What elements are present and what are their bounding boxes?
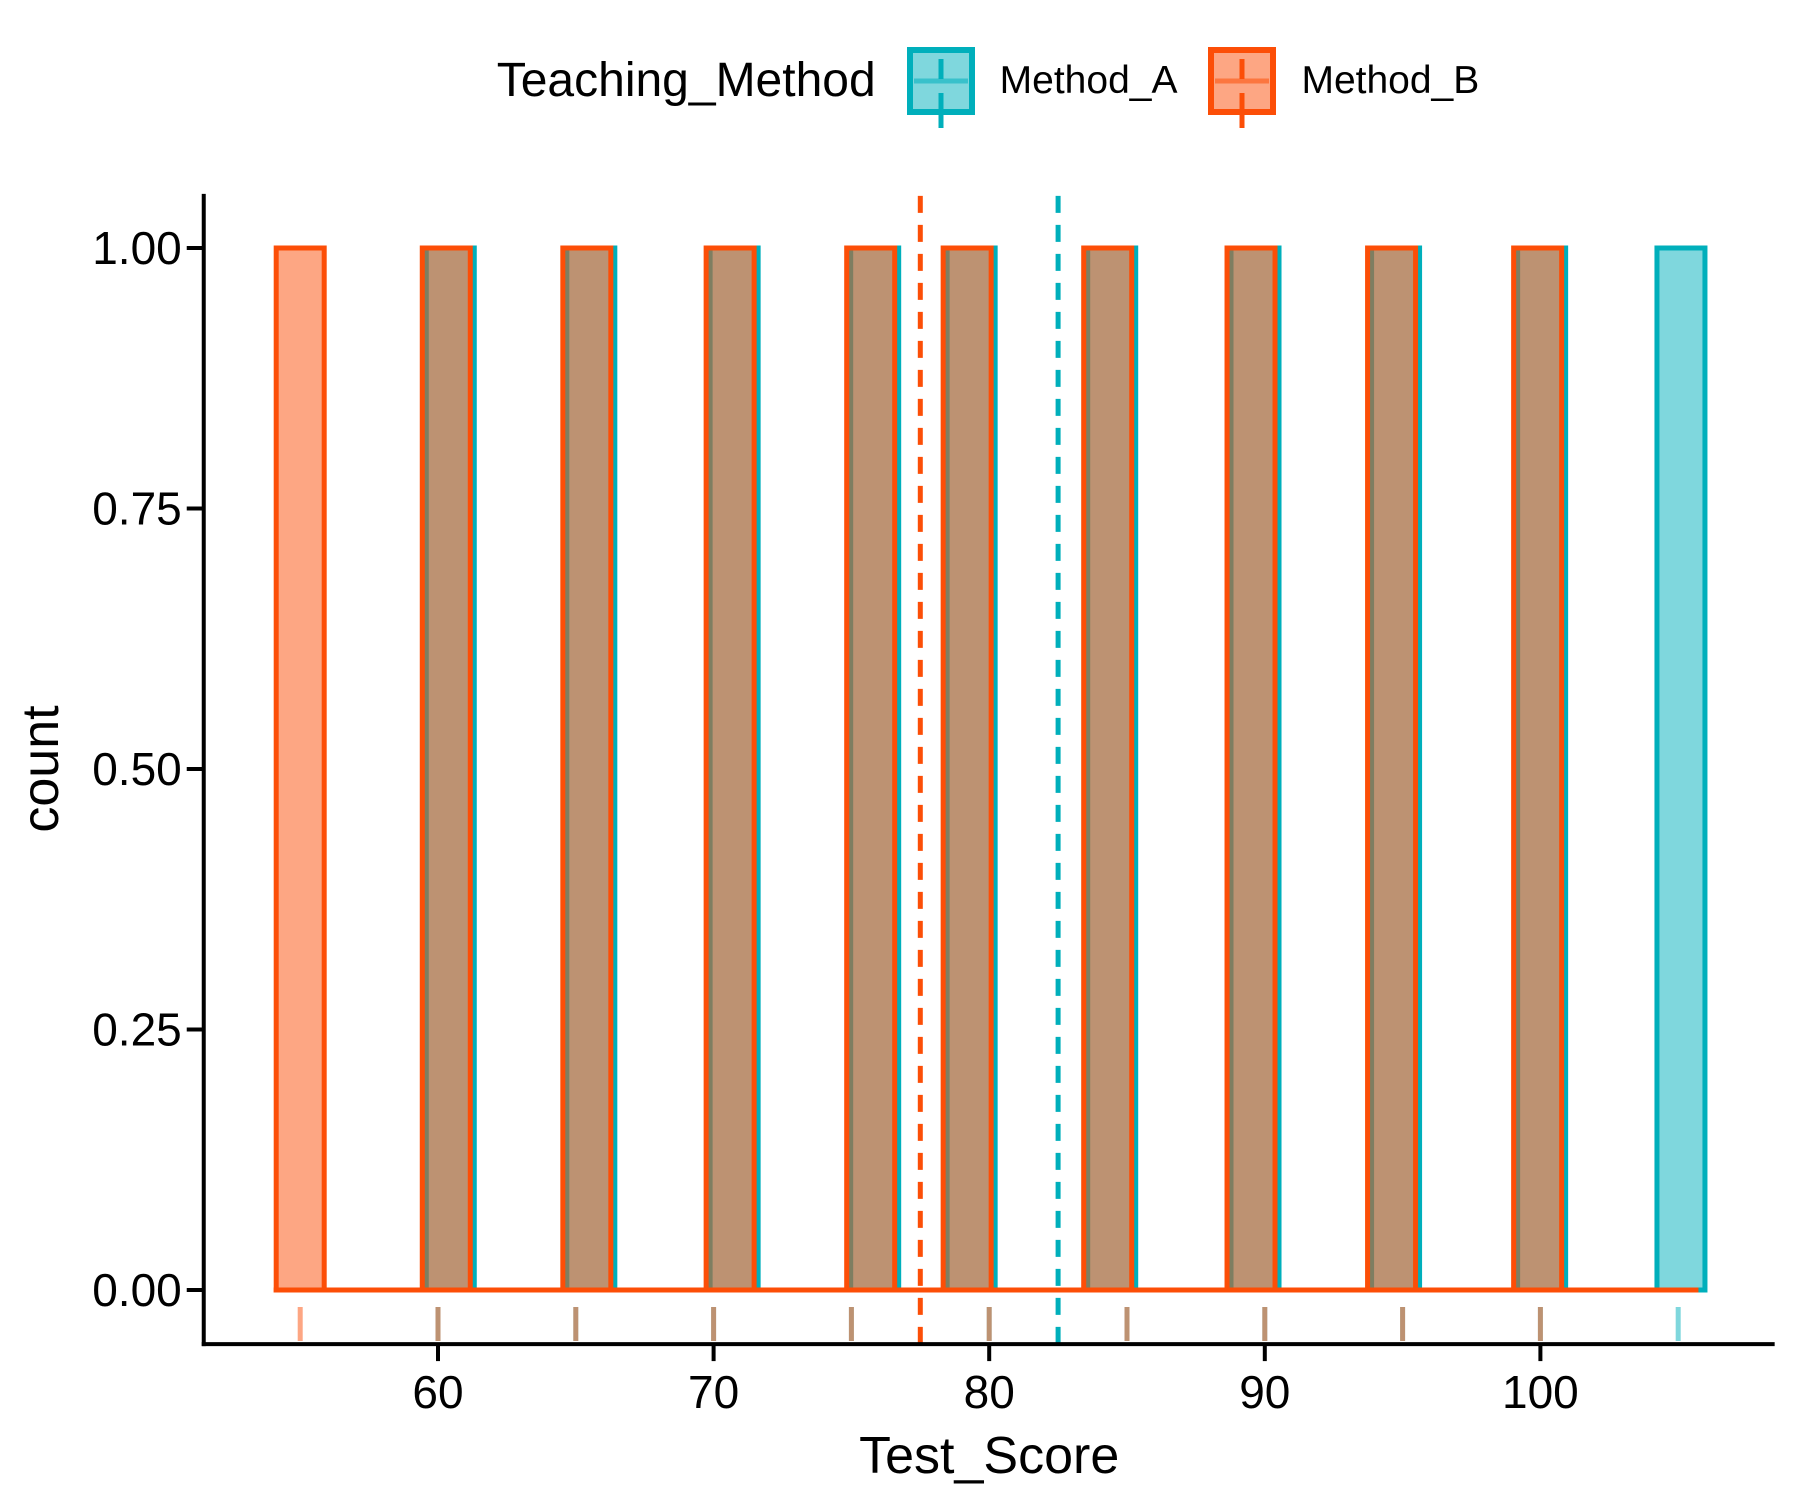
bar-method_b-94.6 bbox=[1365, 245, 1419, 1293]
x-tick-label-100: 100 bbox=[1502, 1366, 1579, 1418]
x-tick-label-60: 60 bbox=[412, 1366, 463, 1418]
legend-key-crossbar-icon bbox=[1208, 47, 1277, 128]
y-tick-label-0.25: 0.25 bbox=[92, 1004, 182, 1056]
bar-method_b-79.2 bbox=[940, 245, 994, 1293]
legend-title: Teaching_Method bbox=[496, 54, 876, 107]
legend-item-label: Method_A bbox=[999, 59, 1178, 102]
legend-item-method-b: Method_B bbox=[1207, 46, 1479, 130]
bar-method_b-65.4 bbox=[560, 245, 614, 1293]
x-tick-label-90: 90 bbox=[1239, 1366, 1290, 1418]
bars-method-b bbox=[273, 245, 1565, 1293]
bar-method_b-89.5 bbox=[1224, 245, 1278, 1293]
bar-method_b-84.3 bbox=[1081, 245, 1135, 1293]
bar-method_a-105.1 bbox=[1654, 245, 1708, 1293]
legend-key-crossbar-icon bbox=[906, 47, 975, 128]
y-tick-label-0.50: 0.50 bbox=[92, 743, 182, 795]
y-axis-title: count bbox=[12, 705, 70, 833]
legend-key-crossbar-icon bbox=[906, 46, 976, 130]
bar-method_b-70.6 bbox=[703, 245, 757, 1293]
x-axis-title: Test_Score bbox=[859, 1427, 1119, 1485]
y-tick-label-0.75: 0.75 bbox=[92, 483, 182, 535]
y-tick-label-1.00: 1.00 bbox=[92, 222, 182, 274]
x-tick-label-70: 70 bbox=[688, 1366, 739, 1418]
bar-method_b-75.7 bbox=[844, 245, 898, 1293]
bar-method_b-99.9 bbox=[1511, 245, 1565, 1293]
legend-item-method-a: Method_A bbox=[906, 46, 1178, 130]
legend: Teaching_Method Method_A Method_B bbox=[0, 46, 1800, 130]
legend-key-crossbar-icon bbox=[1207, 46, 1277, 130]
y-tick-label-0.00: 0.00 bbox=[92, 1264, 182, 1316]
bar-method_b-60.3 bbox=[419, 245, 473, 1293]
x-tick-label-80: 80 bbox=[964, 1366, 1015, 1418]
bar-method_b-55 bbox=[273, 245, 327, 1293]
rug-marks bbox=[297, 1307, 1681, 1341]
legend-item-label: Method_B bbox=[1301, 59, 1480, 102]
